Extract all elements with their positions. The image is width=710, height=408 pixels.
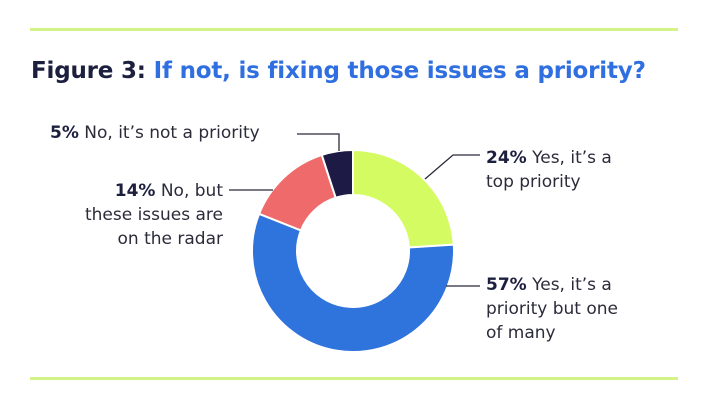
leader-yes-top [424, 154, 480, 180]
label-no-on-radar: 14% No, but these issues are on the rada… [85, 179, 223, 251]
text-no-radar-2: these issues are [84, 205, 223, 225]
slice-not-a-priority [320, 148, 354, 200]
text-yes-many-3: of many [486, 323, 556, 343]
label-yes-top-priority: 24% Yes, it’s a top priority [486, 146, 612, 194]
percent-not-priority: 5% [50, 123, 79, 143]
top-divider [30, 28, 678, 31]
text-yes-top-1: Yes, it’s a [532, 148, 612, 168]
slice-yes-one-of-many [251, 212, 455, 353]
text-yes-many-2: priority but one [486, 299, 619, 319]
text-not-priority: No, it’s not a priority [84, 123, 260, 143]
label-not-a-priority: 5% No, it’s not a priority [50, 121, 260, 145]
percent-yes-many: 57% [486, 275, 527, 295]
bottom-divider [30, 377, 678, 380]
percent-no-radar: 14% [114, 181, 156, 201]
text-yes-top-2: top priority [486, 172, 581, 192]
figure-title: Figure 3: If not, is fixing those issues… [31, 58, 646, 84]
leader-not-priority [297, 133, 340, 151]
donut-slices [251, 148, 455, 353]
slice-no-on-radar [257, 153, 337, 232]
text-yes-many-1: Yes, it’s a [532, 275, 612, 295]
text-no-radar-1: No, but [160, 181, 223, 201]
figure-question: If not, is fixing those issues a priorit… [153, 58, 646, 84]
label-yes-one-of-many: 57% Yes, it’s a priority but one of many [486, 273, 618, 345]
figure-number: Figure 3: [31, 58, 146, 84]
percent-yes-top: 24% [486, 148, 527, 168]
leader-lines [229, 133, 480, 287]
text-no-radar-3: on the radar [117, 229, 224, 249]
slice-yes-top-priority [352, 148, 455, 249]
